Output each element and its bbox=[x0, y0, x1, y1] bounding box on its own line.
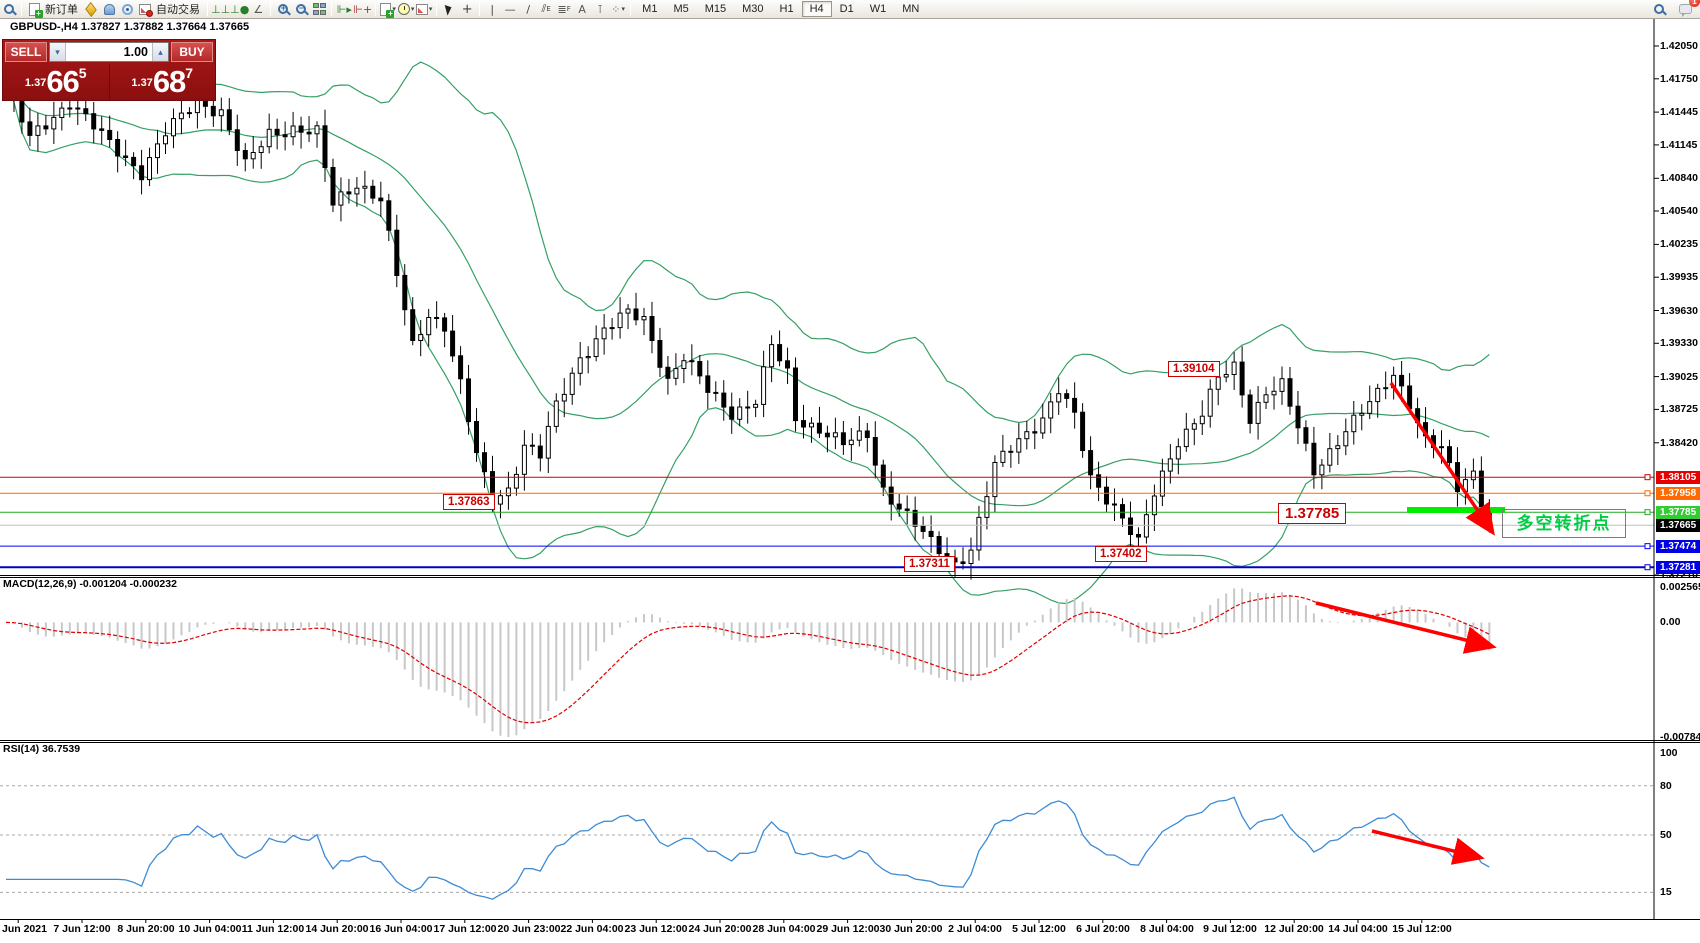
sell-button[interactable]: SELL bbox=[5, 42, 47, 62]
candles bbox=[3, 66, 1492, 580]
line-handle[interactable] bbox=[1644, 543, 1651, 550]
buy-price[interactable]: 1.37687 bbox=[131, 64, 194, 99]
fibonacci-icon[interactable]: ≣ F bbox=[557, 2, 571, 16]
auto-trading-label[interactable]: 自动交易 bbox=[156, 4, 200, 16]
volume-decrease-button[interactable]: ▾ bbox=[50, 43, 66, 61]
chart-symbol-title: GBPUSD-,H4 1.37827 1.37882 1.37664 1.376… bbox=[10, 21, 250, 33]
zoom-out-icon[interactable]: − bbox=[292, 1, 310, 18]
zoom-in-icon[interactable]: + bbox=[274, 1, 292, 18]
sell-price[interactable]: 1.37665 bbox=[3, 64, 110, 100]
horizontal-line-icon[interactable]: — bbox=[504, 2, 516, 16]
macd-pane[interactable] bbox=[5, 588, 1491, 737]
profile-icon[interactable] bbox=[100, 1, 118, 18]
toolbar-separator bbox=[21, 2, 22, 16]
chat-icon[interactable]: 1 bbox=[1676, 0, 1700, 18]
indicators-icon[interactable]: + ▾ bbox=[379, 1, 397, 18]
volume-control: ▾ ▴ bbox=[49, 42, 169, 62]
signals-icon[interactable] bbox=[118, 1, 136, 18]
bollinger-middle-band bbox=[5, 83, 1490, 507]
toolbar-separator bbox=[375, 2, 377, 16]
auto-trading-icon[interactable] bbox=[136, 1, 154, 18]
toolbar-separator bbox=[331, 2, 333, 16]
line-handle[interactable] bbox=[1644, 490, 1651, 497]
timeframe-button-h4[interactable]: H4 bbox=[801, 1, 832, 17]
timeframe-group: M1 M5 M15 M30 H1 H4 D1 W1 MN bbox=[634, 1, 927, 17]
macd-indicator-label: MACD(12,26,9) -0.001204 -0.000232 bbox=[3, 578, 177, 590]
trendline-icon[interactable]: / bbox=[526, 2, 531, 16]
one-click-trading-panel: SELL ▾ ▴ BUY 1.37665 1.37687 bbox=[2, 39, 216, 101]
periods-icon[interactable]: ▾ bbox=[397, 1, 415, 18]
toolbar-separator bbox=[207, 2, 208, 16]
volume-increase-button[interactable]: ▴ bbox=[152, 43, 168, 61]
line-handle[interactable] bbox=[1644, 474, 1651, 481]
timeframe-button-m15[interactable]: M15 bbox=[704, 3, 727, 15]
main-chart-pane[interactable] bbox=[0, 61, 1654, 605]
toolbar-separator bbox=[630, 2, 632, 16]
main-trend-arrow[interactable] bbox=[1389, 382, 1495, 536]
crosshair-icon[interactable]: + bbox=[461, 1, 473, 17]
timeframe-button-m30[interactable]: M30 bbox=[742, 3, 764, 15]
line-handle[interactable] bbox=[1644, 564, 1651, 571]
buy-button[interactable]: BUY bbox=[171, 42, 213, 62]
timeframe-button-h1[interactable]: H1 bbox=[779, 3, 794, 15]
rsi-trend-arrow[interactable] bbox=[1371, 829, 1485, 865]
text-icon[interactable]: A bbox=[578, 2, 586, 16]
new-chart-icon[interactable] bbox=[0, 1, 18, 18]
new-order-icon[interactable]: + bbox=[25, 1, 43, 18]
rsi-indicator-label: RSI(14) 36.7539 bbox=[3, 743, 81, 755]
search-icon[interactable] bbox=[1650, 1, 1668, 18]
templates-icon[interactable]: ▾ bbox=[415, 1, 433, 18]
macd-signal-line bbox=[5, 595, 1490, 724]
new-order-label[interactable]: 新订单 bbox=[45, 4, 78, 16]
toolbar-separator bbox=[436, 2, 438, 16]
toolbar-separator bbox=[479, 2, 481, 16]
candlestick-chart-icon[interactable]: ⊥● bbox=[230, 2, 250, 16]
timeframe-button-w1[interactable]: W1 bbox=[869, 3, 887, 15]
macd-trend-arrow[interactable] bbox=[1315, 601, 1497, 654]
timeframe-button-mn[interactable]: MN bbox=[902, 3, 920, 15]
main-toolbar: + 新订单 自动交易 ⊥⊥ ⊥● ∠ + − ⊩▸ ⊩+ + ▾ ▾ ▾ + | … bbox=[0, 0, 1700, 19]
rsi-line bbox=[6, 796, 1490, 900]
arrows-tool-icon[interactable]: ⁘ ▾ bbox=[611, 2, 626, 16]
vertical-line-icon[interactable]: | bbox=[490, 2, 495, 16]
chart-shift-icon[interactable]: ⊩+ bbox=[353, 2, 373, 16]
timeframe-button-d1[interactable]: D1 bbox=[839, 3, 854, 15]
toolbar-separator bbox=[270, 2, 272, 16]
notification-badge: 1 bbox=[1689, 0, 1700, 7]
volume-input[interactable] bbox=[66, 43, 152, 61]
auto-scroll-icon[interactable]: ⊩▸ bbox=[336, 2, 352, 16]
tile-windows-icon[interactable] bbox=[310, 1, 328, 18]
equidistant-channel-icon[interactable]: ⫽ E bbox=[541, 2, 551, 15]
bull-bear-turning-point-annotation[interactable]: 多空转折点 bbox=[1502, 509, 1626, 538]
timeframe-button-m1[interactable]: M1 bbox=[642, 3, 658, 15]
bollinger-upper-band bbox=[5, 61, 1490, 424]
bar-chart-icon[interactable]: ⊥⊥ bbox=[211, 2, 231, 16]
text-label-icon[interactable]: ⊺ bbox=[597, 2, 604, 16]
line-chart-icon[interactable]: ∠ bbox=[253, 2, 264, 16]
rsi-pane[interactable] bbox=[0, 785, 1654, 900]
timeframe-button-m5[interactable]: M5 bbox=[673, 3, 689, 15]
line-handle[interactable] bbox=[1644, 509, 1651, 516]
